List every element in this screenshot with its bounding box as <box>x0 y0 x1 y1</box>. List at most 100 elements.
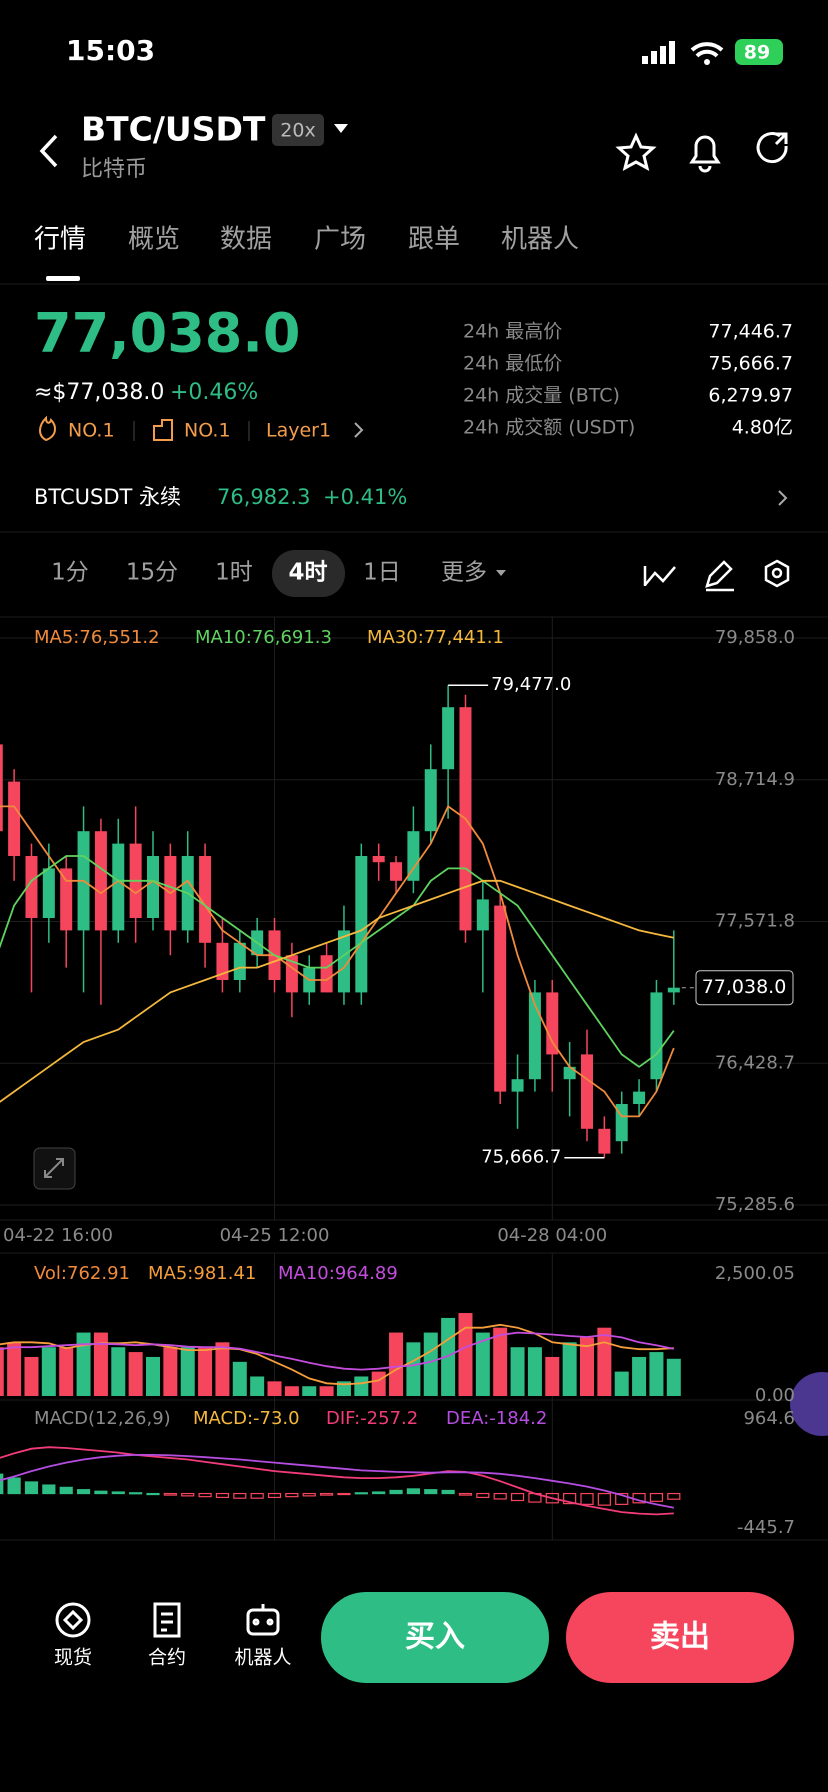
volume-bar <box>614 1371 629 1396</box>
volume-bar <box>232 1361 247 1396</box>
candle-body <box>320 955 333 993</box>
share-button[interactable] <box>756 132 788 164</box>
candle-body <box>581 1054 593 1129</box>
candle-body <box>199 856 212 943</box>
indicator-button[interactable] <box>643 566 676 586</box>
indicator-line <box>0 1454 674 1509</box>
volume-bar <box>76 1332 91 1396</box>
macd-bar <box>94 1490 108 1495</box>
volume-bar <box>7 1342 22 1396</box>
macd-bar <box>7 1477 21 1495</box>
nav-item[interactable]: 合约 <box>148 1647 186 1669</box>
stat-label: 24h 成交额 (USDT) <box>463 417 635 439</box>
settings-button[interactable] <box>764 559 790 588</box>
stat-label: 24h 最高价 <box>463 321 562 343</box>
macd-bar <box>285 1492 299 1498</box>
volume-bar <box>41 1347 56 1396</box>
volume-bar <box>458 1313 473 1396</box>
perp-name[interactable]: BTCUSDT 永续 <box>34 485 181 509</box>
volume-bar <box>545 1356 560 1396</box>
sell-button[interactable] <box>566 1592 794 1683</box>
legend-entry: DEA:-184.2 <box>446 1408 547 1429</box>
timeframe[interactable]: 1分 <box>51 560 89 586</box>
volume-bar <box>371 1371 386 1396</box>
tab[interactable]: 数据 <box>220 225 272 255</box>
macd-bar <box>111 1491 125 1495</box>
nav-item[interactable]: 机器人 <box>234 1647 291 1669</box>
alert-button[interactable] <box>689 135 721 173</box>
candle-body <box>0 744 3 832</box>
annotation-label: 75,666.7 <box>481 1147 561 1168</box>
y-tick-label: 75,285.6 <box>715 1194 795 1215</box>
candle-body <box>60 868 73 931</box>
volume-bar <box>128 1352 143 1396</box>
volume-bar <box>24 1356 39 1396</box>
macd-bar <box>24 1481 39 1495</box>
badge-chevron[interactable] <box>354 422 364 438</box>
nav-item[interactable]: 现货 <box>54 1647 92 1669</box>
timeframe[interactable]: 1日 <box>363 560 401 586</box>
indicator-line <box>0 1446 674 1516</box>
legend-entry: MA5:76,551.2 <box>34 627 160 648</box>
signal-icon <box>642 41 675 64</box>
perp-chevron[interactable] <box>778 490 788 506</box>
draw-button[interactable] <box>705 560 734 592</box>
pair-dropdown[interactable] <box>334 124 348 133</box>
timeframe[interactable]: 更多 <box>441 560 487 586</box>
macd-bar <box>406 1488 420 1495</box>
stat-value: 77,446.7 <box>708 321 793 343</box>
back-button[interactable] <box>39 134 58 168</box>
timeframe[interactable]: 1时 <box>215 560 253 586</box>
last-price: 77,038.0 <box>34 302 300 365</box>
stat-value: 75,666.7 <box>708 353 793 375</box>
tab[interactable]: 机器人 <box>501 225 579 255</box>
legend-entry: MA30:77,441.1 <box>367 627 504 648</box>
volume-bar <box>111 1347 126 1396</box>
volume-bar <box>423 1332 438 1396</box>
y-tick-label: 76,428.7 <box>715 1052 795 1073</box>
macd-bar <box>146 1492 160 1496</box>
pair-subtitle: 比特币 <box>81 157 147 182</box>
y-tick-label: 2,500.05 <box>715 1263 795 1284</box>
buy-button[interactable] <box>321 1592 549 1683</box>
buy-label: 买入 <box>405 1620 465 1655</box>
tab[interactable]: 广场 <box>314 225 366 255</box>
candle-body <box>563 1066 576 1080</box>
wifi-icon <box>690 42 724 58</box>
volume-bar <box>562 1342 577 1396</box>
candle-body <box>633 1091 646 1105</box>
floating-assistant[interactable] <box>790 1372 828 1436</box>
volume-bar <box>163 1347 178 1396</box>
volume-bar <box>580 1337 594 1396</box>
sector-badge: Layer1 <box>266 420 331 442</box>
tab[interactable]: 概览 <box>128 225 180 255</box>
candle-body <box>390 862 403 881</box>
volume-bar <box>493 1327 508 1396</box>
timeframe[interactable]: 15分 <box>126 560 178 586</box>
volume-bar <box>510 1347 525 1396</box>
volume-bar <box>215 1342 230 1396</box>
timeframe[interactable]: 4时 <box>288 560 327 586</box>
battery <box>735 39 783 65</box>
candle-body <box>598 1128 611 1154</box>
tab[interactable]: 跟单 <box>408 225 460 255</box>
candle-body <box>337 930 350 993</box>
tab[interactable]: 行情 <box>34 225 86 255</box>
macd-bar <box>389 1489 403 1495</box>
volume-bar <box>0 1347 4 1396</box>
candle-body <box>667 987 680 993</box>
candle-body <box>407 831 420 881</box>
candle-body <box>94 831 107 931</box>
usd-price: ≈$77,038.0 <box>34 380 164 405</box>
favorite-button[interactable] <box>615 132 657 171</box>
volume-bar <box>302 1386 317 1396</box>
volume-bar <box>666 1358 681 1396</box>
x-tick-label: 04-25 12:00 <box>220 1225 330 1246</box>
macd-bar <box>493 1492 507 1500</box>
legend-entry: MACD:-73.0 <box>193 1408 300 1429</box>
nav-icons <box>55 1602 280 1638</box>
volume-bar <box>319 1386 334 1396</box>
fullscreen-icon <box>44 1158 64 1178</box>
candle-body <box>233 942 246 981</box>
